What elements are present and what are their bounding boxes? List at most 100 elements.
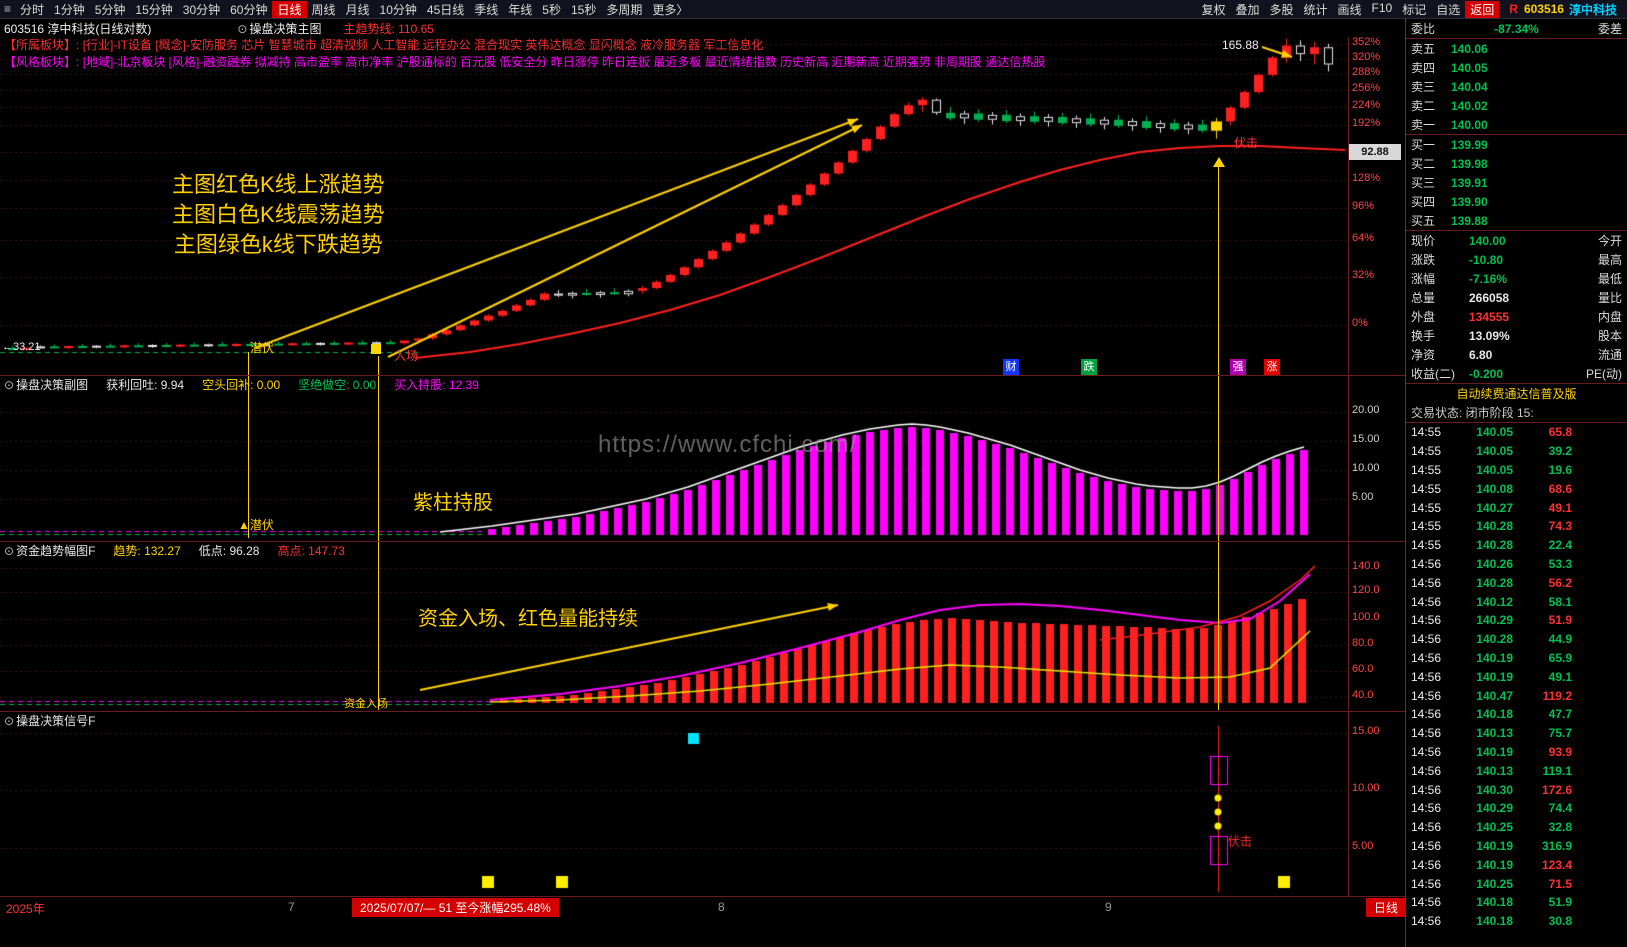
menu-item-年线[interactable]: 年线 [508, 2, 533, 17]
scale-label: 10.00 [1352, 462, 1380, 474]
panel4-header: ⊙ 操盘决策信号F [0, 712, 95, 729]
tick-row: 14:56 140.18 51.9 [1406, 893, 1627, 912]
panel3-annotation: 资金入场、红色量能持续 [418, 608, 638, 630]
bid-row-买四[interactable]: 买四 139.90 [1406, 192, 1627, 211]
tick-volume: 51.9 [1548, 895, 1572, 910]
ask-row-卖二[interactable]: 卖二 140.02 [1406, 96, 1627, 115]
tool-item-复权[interactable]: 复权 [1201, 2, 1226, 17]
ask-row-卖四[interactable]: 卖四 140.05 [1406, 58, 1627, 77]
menu-item-15秒[interactable]: 15秒 [570, 2, 597, 17]
tick-row: 14:56 140.19 123.4 [1406, 855, 1627, 874]
renewal-banner[interactable]: 自动续费通达信普及版 [1456, 387, 1577, 401]
panel3-collapse-icon[interactable]: ⊙ [4, 544, 15, 558]
tick-row: 14:56 140.18 30.8 [1406, 912, 1627, 931]
tool-item-F10[interactable]: F10 [1371, 0, 1393, 15]
tick-volume: 123.4 [1541, 857, 1572, 872]
bid-label: 买一 [1411, 138, 1436, 152]
menu-item-1分钟[interactable]: 1分钟 [54, 2, 85, 17]
tool-item-标记[interactable]: 标记 [1402, 2, 1427, 17]
menu-item-15分钟[interactable]: 15分钟 [135, 2, 173, 17]
menu-item-月线[interactable]: 月线 [345, 2, 370, 17]
tick-time: 14:56 [1411, 688, 1442, 703]
stat-label: 收益(二) [1411, 367, 1455, 381]
tick-row: 14:56 140.19 316.9 [1406, 837, 1627, 856]
indicator-toggle-icon[interactable]: ⊙ [237, 21, 248, 36]
qianfu-marker-panel2: ▲潜伏 [238, 518, 274, 532]
ask-price: 140.00 [1451, 117, 1488, 132]
sidebar-separator [1405, 19, 1406, 947]
menu-item-10分钟[interactable]: 10分钟 [379, 2, 417, 17]
menu-item-季线[interactable]: 季线 [474, 2, 499, 17]
stat-row-收益(二): 收益(二) -0.200 PE(动) [1406, 364, 1627, 383]
tick-volume: 49.1 [1548, 669, 1572, 684]
period-indicator-button[interactable]: 日线 [1366, 898, 1406, 917]
tick-time: 14:56 [1411, 744, 1442, 759]
stat-value: 140.00 [1469, 233, 1506, 248]
tool-item-自选[interactable]: 自选 [1436, 2, 1461, 17]
stat-right-label: 量比 [1597, 291, 1622, 305]
tool-item-多股[interactable]: 多股 [1269, 2, 1294, 17]
panel2-collapse-icon[interactable]: ⊙ [4, 378, 15, 392]
scale-label: 5.00 [1352, 840, 1374, 852]
tick-time: 14:56 [1411, 650, 1442, 665]
tick-price: 140.28 [1476, 538, 1513, 553]
bid-row-买三[interactable]: 买三 139.91 [1406, 173, 1627, 192]
bid-price: 139.88 [1451, 213, 1488, 228]
bid-row-买一[interactable]: 买一 139.99 [1406, 135, 1627, 154]
scale-label: 320% [1352, 51, 1381, 63]
tick-volume: 93.9 [1548, 744, 1572, 759]
ask-row-卖一[interactable]: 卖一 140.00 [1406, 115, 1627, 134]
ambush-label-main: 伏击 [1234, 136, 1259, 150]
tick-time: 14:55 [1411, 462, 1442, 477]
scale-label: 128% [1352, 172, 1381, 184]
weibi-row: 委比 -87.34% 委差 [1406, 19, 1627, 38]
stat-right-label: 今开 [1597, 234, 1622, 248]
menu-item-45日线[interactable]: 45日线 [426, 2, 465, 17]
signal-badge-财: 财 [1003, 359, 1019, 375]
decision-subchart-canvas[interactable] [0, 393, 1348, 541]
entry-square-marker [371, 344, 381, 354]
ask-row-卖五[interactable]: 卖五 140.06 [1406, 39, 1627, 58]
panel2-title: 操盘决策副图 [16, 378, 89, 392]
panel3-value-2: 低点: 96.28 [198, 544, 260, 558]
fund-trend-canvas[interactable] [0, 556, 1348, 711]
tick-volume: 65.9 [1548, 650, 1572, 665]
menu-item-5分钟[interactable]: 5分钟 [94, 2, 126, 17]
tick-time: 14:55 [1411, 519, 1442, 534]
stat-right-label: 流通 [1597, 348, 1622, 362]
stat-value: 6.80 [1469, 347, 1493, 362]
menu-item-5秒[interactable]: 5秒 [542, 2, 561, 17]
menu-item-周线[interactable]: 周线 [311, 2, 336, 17]
menu-item-30分钟[interactable]: 30分钟 [182, 2, 221, 17]
tick-row: 14:56 140.12 58.1 [1406, 592, 1627, 611]
panel4-collapse-icon[interactable]: ⊙ [4, 714, 15, 728]
ask-label: 卖一 [1411, 118, 1436, 132]
tick-row: 14:56 140.28 56.2 [1406, 573, 1627, 592]
scale-label: 96% [1352, 200, 1375, 212]
scale-label: 140.0 [1352, 560, 1380, 572]
bid-row-买五[interactable]: 买五 139.88 [1406, 211, 1627, 230]
menu-item-日线[interactable]: 日线 [272, 0, 307, 18]
bid-row-买二[interactable]: 买二 139.98 [1406, 154, 1627, 173]
tool-item-画线[interactable]: 画线 [1337, 2, 1362, 17]
tick-row: 14:56 140.30 172.6 [1406, 780, 1627, 799]
hamburger-menu-icon[interactable]: ≡ [4, 2, 12, 16]
stat-value: -0.200 [1469, 366, 1504, 381]
tick-row: 14:56 140.29 51.9 [1406, 611, 1627, 630]
tool-item-统计[interactable]: 统计 [1303, 2, 1328, 17]
tool-item-叠加[interactable]: 叠加 [1235, 2, 1260, 17]
main-chart-canvas[interactable] [0, 37, 1348, 375]
tick-price: 140.18 [1476, 895, 1513, 910]
menu-item-分时[interactable]: 分时 [20, 2, 45, 17]
ask-row-卖三[interactable]: 卖三 140.04 [1406, 77, 1627, 96]
menu-item-更多〉[interactable]: 更多〉 [652, 2, 689, 17]
tick-volume: 74.4 [1548, 801, 1572, 816]
stat-row-总量: 总量 266058 量比 [1406, 288, 1627, 307]
signal-badge-强: 强 [1230, 359, 1246, 375]
tool-item-返回[interactable]: 返回 [1465, 0, 1500, 18]
tick-row: 14:55 140.05 65.8 [1406, 423, 1627, 442]
menu-item-多周期[interactable]: 多周期 [606, 2, 643, 17]
signal-panel-canvas[interactable] [0, 726, 1348, 896]
menu-item-60分钟[interactable]: 60分钟 [230, 2, 268, 17]
